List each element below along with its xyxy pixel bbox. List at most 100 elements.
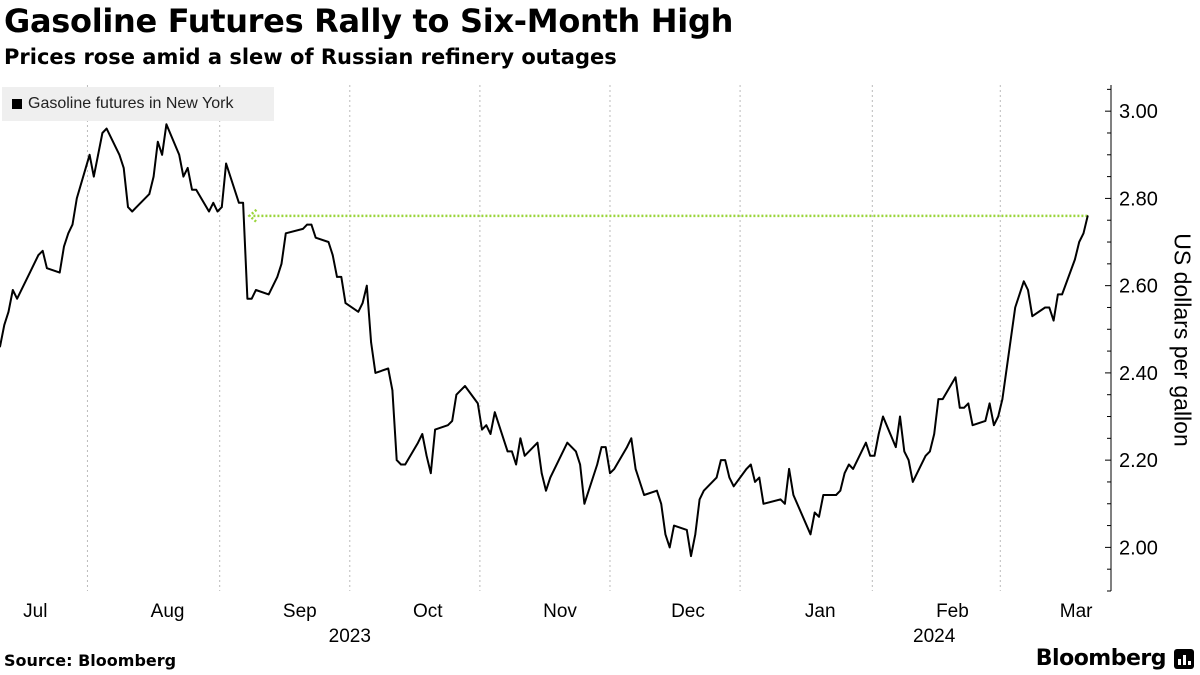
price-data-point bbox=[404, 463, 407, 466]
x-tick-label: Jan bbox=[805, 601, 836, 622]
price-data-point bbox=[724, 459, 726, 461]
price-data-point bbox=[76, 197, 78, 200]
price-data-point bbox=[306, 223, 308, 226]
price-data-point bbox=[1014, 306, 1016, 309]
price-data-point bbox=[690, 555, 692, 557]
price-data-point bbox=[583, 503, 586, 505]
x-tick-label: Feb bbox=[936, 601, 969, 622]
price-data-point bbox=[818, 516, 820, 518]
price-data-point bbox=[216, 210, 219, 213]
price-data-point bbox=[178, 154, 180, 156]
price-data-point bbox=[839, 489, 842, 492]
price-data-point bbox=[575, 450, 577, 453]
price-data-point bbox=[157, 140, 159, 143]
price-data-point bbox=[630, 437, 633, 440]
price-data-point bbox=[208, 210, 210, 213]
price-data-point bbox=[1001, 398, 1004, 400]
price-data-point bbox=[191, 188, 193, 191]
price-data-point bbox=[148, 193, 151, 195]
price-data-point bbox=[566, 441, 569, 444]
price-data-point bbox=[664, 533, 667, 536]
price-data-point bbox=[434, 428, 436, 431]
grid-layer bbox=[86, 85, 1001, 591]
price-data-point bbox=[152, 175, 155, 178]
price-data-point bbox=[280, 263, 283, 265]
price-data-point bbox=[523, 455, 526, 457]
legend-label: Gasoline futures in New York bbox=[28, 95, 234, 112]
price-data-point bbox=[67, 232, 70, 235]
price-data-point bbox=[545, 489, 547, 492]
price-data-point bbox=[609, 472, 611, 475]
price-data-point bbox=[852, 468, 854, 470]
price-data-point bbox=[779, 498, 782, 501]
price-data-point bbox=[869, 455, 871, 457]
y-tick-label: 2.40 bbox=[1119, 363, 1158, 385]
price-data-point bbox=[225, 162, 227, 165]
price-data-point bbox=[784, 503, 786, 505]
price-data-point bbox=[668, 546, 671, 549]
price-data-point bbox=[302, 228, 304, 230]
price-data-point bbox=[604, 446, 607, 448]
price-data-point bbox=[221, 206, 223, 208]
price-data-point bbox=[1044, 306, 1046, 309]
price-series-line bbox=[0, 123, 1089, 558]
price-data-point bbox=[276, 276, 279, 278]
price-data-point bbox=[88, 154, 91, 156]
price-data-point bbox=[246, 297, 249, 300]
price-data-point bbox=[0, 345, 1, 348]
x-tick-label: Nov bbox=[543, 601, 577, 622]
price-data-point bbox=[643, 494, 645, 496]
price-data-point bbox=[1074, 258, 1076, 261]
price-data-point bbox=[720, 459, 722, 461]
x-year-label: 2024 bbox=[913, 626, 956, 647]
price-data-point bbox=[1027, 289, 1029, 291]
price-data-point bbox=[877, 433, 880, 435]
price-data-point bbox=[37, 254, 40, 256]
price-data-point bbox=[366, 284, 368, 287]
price-data-point bbox=[272, 284, 274, 287]
price-data-point bbox=[1052, 319, 1055, 322]
price-data-point bbox=[7, 311, 10, 313]
price-data-point bbox=[361, 302, 364, 304]
price-data-point bbox=[959, 407, 961, 409]
price-data-point bbox=[570, 446, 573, 448]
price-data-point bbox=[848, 463, 850, 466]
price-data-point bbox=[101, 132, 104, 134]
price-data-point bbox=[118, 154, 121, 156]
price-data-point bbox=[626, 446, 628, 448]
price-data-point bbox=[924, 455, 927, 457]
price-data-point bbox=[912, 481, 914, 483]
price-data-point bbox=[400, 463, 402, 466]
chart-subtitle: Prices rose amid a slew of Russian refin… bbox=[4, 45, 617, 69]
x-year-label: 2023 bbox=[329, 626, 371, 647]
price-data-point bbox=[186, 167, 189, 169]
legend-swatch bbox=[12, 99, 22, 109]
price-data-point bbox=[788, 468, 790, 470]
price-data-point bbox=[327, 241, 330, 243]
price-data-point bbox=[336, 276, 338, 278]
price-data-point bbox=[873, 455, 876, 457]
price-data-point bbox=[182, 175, 185, 178]
price-data-point bbox=[421, 433, 424, 435]
y-tick-label: 2.80 bbox=[1119, 188, 1158, 210]
price-data-point bbox=[511, 450, 513, 453]
price-data-point bbox=[97, 154, 99, 156]
price-data-point bbox=[937, 398, 940, 400]
y-tick-label: 2.00 bbox=[1119, 537, 1158, 559]
price-data-point bbox=[447, 424, 449, 427]
x-tick-label: Jul bbox=[23, 601, 47, 622]
price-data-point bbox=[127, 206, 129, 208]
price-data-point bbox=[1031, 315, 1034, 318]
price-data-point bbox=[161, 154, 163, 156]
price-data-point bbox=[46, 267, 48, 270]
price-data-point bbox=[579, 463, 581, 466]
price-data-point bbox=[954, 376, 957, 379]
price-data-point bbox=[250, 297, 253, 300]
price-data-point bbox=[63, 245, 65, 248]
x-tick-label: Sep bbox=[283, 601, 317, 622]
price-data-point bbox=[459, 389, 462, 392]
price-data-point bbox=[843, 472, 846, 475]
price-data-point bbox=[71, 223, 74, 226]
price-data-point bbox=[489, 433, 492, 435]
